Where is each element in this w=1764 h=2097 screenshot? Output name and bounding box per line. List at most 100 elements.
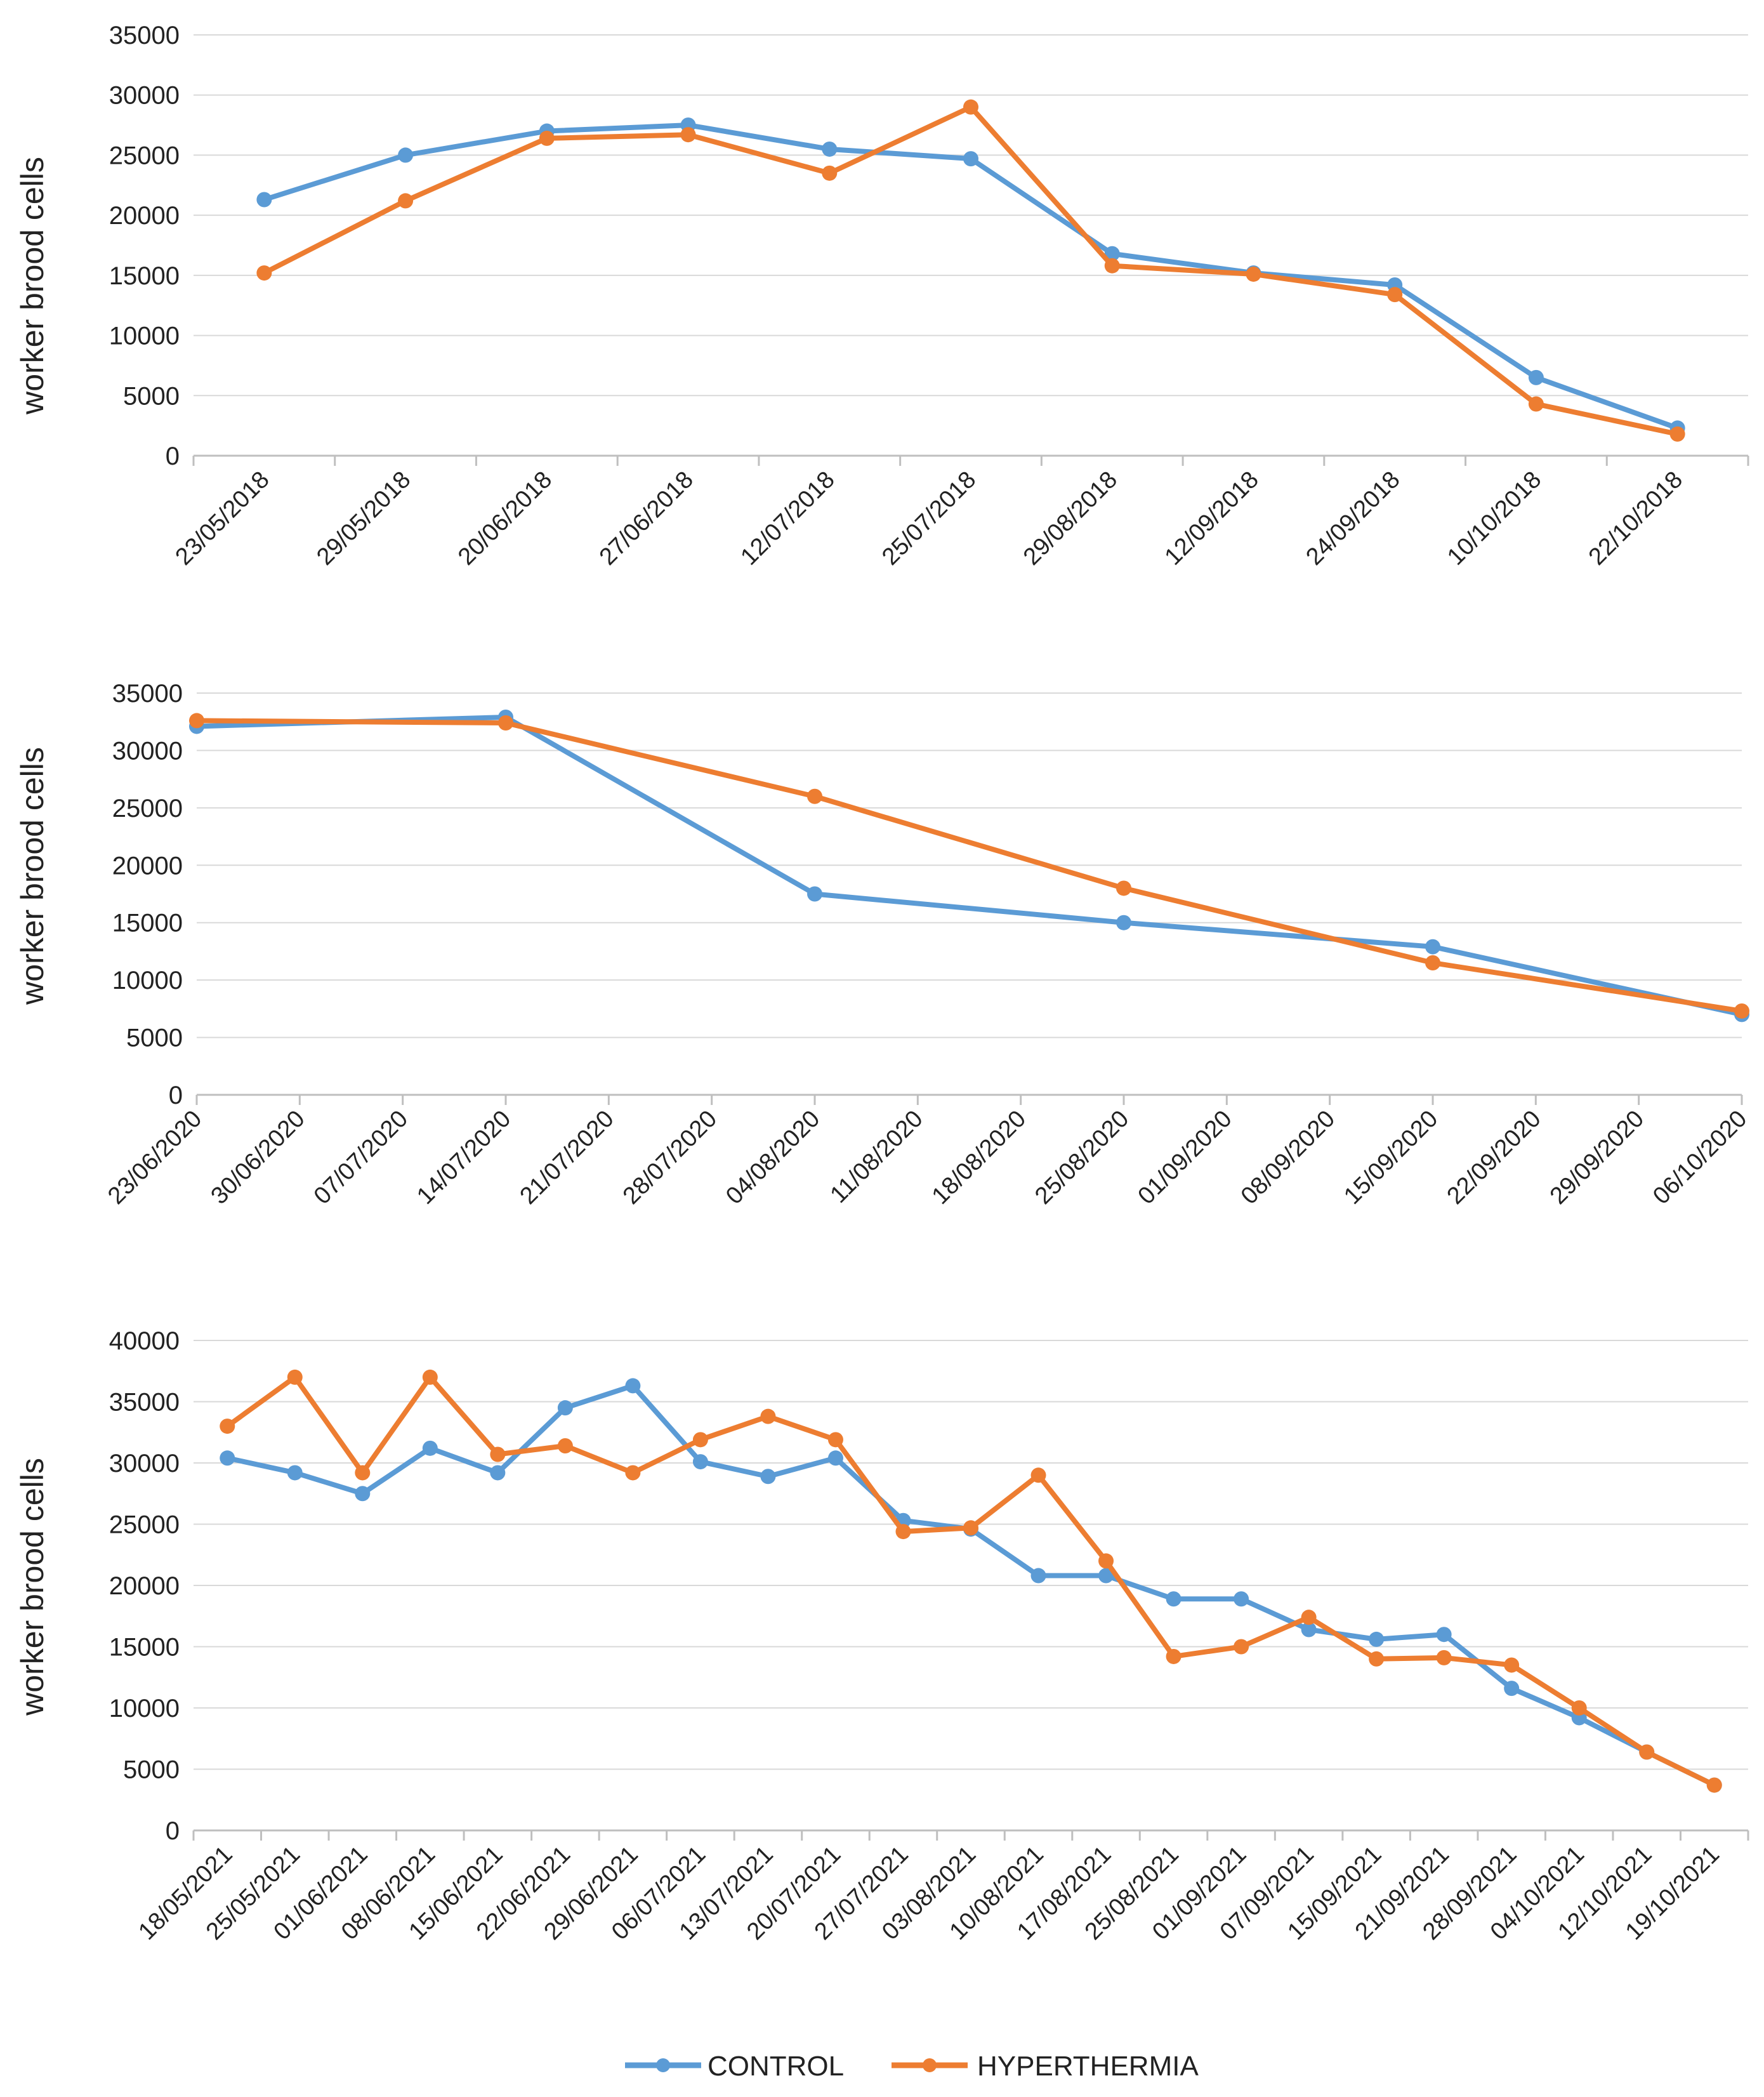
x-tick-label: 27/06/2018 bbox=[595, 466, 699, 571]
x-tick-label: 25/07/2018 bbox=[877, 466, 981, 571]
x-tick-label: 30/06/2020 bbox=[206, 1106, 310, 1210]
data-point-hyperthermia bbox=[625, 1465, 641, 1481]
data-point-control bbox=[1369, 1631, 1385, 1647]
data-point-hyperthermia bbox=[189, 713, 204, 729]
x-tick-label: 21/07/2020 bbox=[515, 1106, 619, 1210]
x-tick-label: 10/10/2018 bbox=[1442, 466, 1546, 571]
legend-control-label: CONTROL bbox=[708, 2051, 844, 2082]
x-tick-label: 29/09/2020 bbox=[1545, 1106, 1649, 1210]
data-point-hyperthermia bbox=[1669, 426, 1685, 442]
y-tick-label: 35000 bbox=[109, 22, 180, 50]
y-tick-label: 25000 bbox=[109, 1511, 180, 1539]
x-tick-label: 25/08/2020 bbox=[1030, 1106, 1134, 1210]
data-point-control bbox=[287, 1465, 303, 1481]
y-tick-label: 10000 bbox=[109, 322, 180, 350]
data-point-hyperthermia bbox=[1436, 1650, 1452, 1665]
data-point-hyperthermia bbox=[1639, 1744, 1655, 1760]
y-axis-title: worker brood cells bbox=[15, 1458, 50, 1716]
data-point-hyperthermia bbox=[355, 1465, 371, 1481]
data-point-hyperthermia bbox=[963, 99, 978, 115]
y-axis-title: worker brood cells bbox=[15, 157, 50, 415]
chart-2021: 0 5000 10000 15000 20000 25000 30000 35000 40000… bbox=[15, 1327, 1749, 1945]
data-point-hyperthermia bbox=[680, 127, 696, 143]
data-point-hyperthermia bbox=[1030, 1467, 1046, 1483]
data-point-hyperthermia bbox=[1528, 396, 1544, 412]
y-tick-label: 20000 bbox=[112, 852, 183, 880]
y-tick-label: 15000 bbox=[109, 1634, 180, 1662]
x-tick-label: 22/09/2020 bbox=[1442, 1106, 1546, 1210]
y-tick-label: 0 bbox=[169, 1082, 183, 1109]
data-point-control bbox=[355, 1486, 371, 1502]
y-tick-label: 40000 bbox=[109, 1327, 180, 1355]
data-point-hyperthermia bbox=[1104, 258, 1120, 274]
y-tick-label: 10000 bbox=[112, 967, 183, 995]
data-point-control bbox=[422, 1440, 438, 1456]
data-point-hyperthermia bbox=[1706, 1777, 1722, 1793]
data-point-hyperthermia bbox=[1098, 1553, 1114, 1569]
data-point-hyperthermia bbox=[822, 165, 838, 181]
data-point-hyperthermia bbox=[895, 1524, 911, 1540]
data-point-hyperthermia bbox=[1504, 1657, 1520, 1673]
x-tick-label: 04/08/2020 bbox=[721, 1106, 825, 1210]
x-tick-label: 08/09/2020 bbox=[1236, 1106, 1340, 1210]
x-tick-label: 12/07/2018 bbox=[735, 466, 839, 571]
legend: CONTROL HYPERTHERMIA bbox=[625, 2051, 1199, 2082]
data-point-control bbox=[398, 147, 414, 163]
y-tick-label: 5000 bbox=[126, 1024, 183, 1052]
y-tick-label: 30000 bbox=[109, 82, 180, 110]
x-tick-label: 29/05/2018 bbox=[312, 466, 416, 571]
x-tick-label: 15/09/2020 bbox=[1339, 1106, 1443, 1210]
x-tick-label: 28/07/2020 bbox=[618, 1106, 722, 1210]
data-point-hyperthermia bbox=[256, 265, 272, 281]
data-point-control bbox=[1528, 369, 1544, 385]
data-point-control bbox=[1098, 1568, 1114, 1584]
x-tick-label: 07/07/2020 bbox=[309, 1106, 413, 1210]
data-point-control bbox=[1301, 1622, 1317, 1637]
y-axis-title: worker brood cells bbox=[15, 747, 50, 1005]
data-point-hyperthermia bbox=[557, 1438, 573, 1453]
data-point-hyperthermia bbox=[539, 130, 555, 146]
data-point-control bbox=[963, 151, 978, 167]
y-tick-label: 20000 bbox=[109, 202, 180, 230]
data-point-hyperthermia bbox=[398, 193, 414, 209]
x-tick-label: 14/07/2020 bbox=[412, 1106, 516, 1210]
x-tick-label: 22/10/2018 bbox=[1584, 466, 1688, 571]
y-tick-label: 35000 bbox=[112, 680, 183, 708]
x-tick-label: 29/08/2018 bbox=[1018, 466, 1122, 571]
data-point-control bbox=[822, 141, 838, 157]
data-point-hyperthermia bbox=[1387, 287, 1403, 303]
chart-2018: 0 5000 10000 15000 20000 25000 30000 35000 worke… bbox=[15, 22, 1749, 571]
y-tick-label: 5000 bbox=[123, 1756, 180, 1784]
legend-control-marker bbox=[656, 2058, 670, 2072]
data-point-control bbox=[1030, 1568, 1046, 1584]
series-line-control bbox=[194, 714, 1744, 1017]
data-point-hyperthermia bbox=[1166, 1648, 1181, 1664]
data-point-control bbox=[256, 192, 272, 208]
y-tick-label: 35000 bbox=[109, 1389, 180, 1417]
x-tick-label: 18/08/2020 bbox=[927, 1106, 1031, 1210]
series-line-hyperthermia bbox=[225, 1374, 1717, 1788]
data-point-control bbox=[1504, 1681, 1520, 1697]
y-tick-label: 30000 bbox=[109, 1450, 180, 1478]
y-tick-label: 25000 bbox=[112, 795, 183, 823]
data-point-control bbox=[692, 1454, 708, 1470]
data-point-control bbox=[1104, 246, 1120, 261]
data-point-hyperthermia bbox=[807, 788, 822, 804]
data-point-hyperthermia bbox=[827, 1432, 843, 1448]
data-point-hyperthermia bbox=[1369, 1651, 1385, 1667]
data-point-hyperthermia bbox=[963, 1520, 978, 1536]
data-point-control bbox=[1116, 915, 1131, 930]
data-point-hyperthermia bbox=[1301, 1610, 1317, 1625]
y-tick-label: 30000 bbox=[112, 737, 183, 765]
data-point-hyperthermia bbox=[692, 1432, 708, 1448]
data-point-hyperthermia bbox=[1425, 955, 1440, 971]
data-point-hyperthermia bbox=[1116, 880, 1131, 896]
data-point-control bbox=[490, 1465, 506, 1481]
x-tick-label: 01/09/2020 bbox=[1133, 1106, 1237, 1210]
data-point-hyperthermia bbox=[422, 1369, 438, 1385]
data-point-control bbox=[760, 1469, 776, 1485]
data-point-hyperthermia bbox=[287, 1369, 303, 1385]
legend-hyperthermia-marker bbox=[923, 2058, 937, 2072]
chart-2020: 0 5000 10000 15000 20000 25000 30000 35000 worke… bbox=[15, 680, 1752, 1210]
